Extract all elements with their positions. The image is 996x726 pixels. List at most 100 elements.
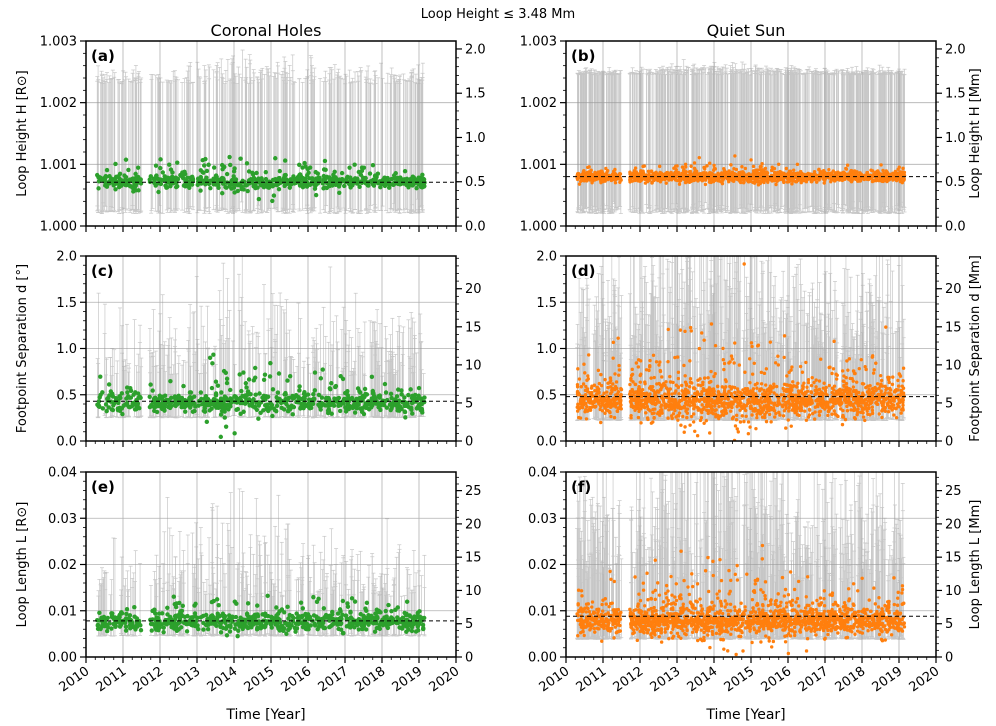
data-point [337, 190, 342, 196]
x-axis-label-right: Time [Year] [705, 707, 785, 723]
data-point [395, 177, 400, 182]
data-point [122, 173, 127, 178]
data-point [374, 180, 380, 185]
error-bars [95, 49, 425, 215]
data-point [277, 168, 283, 174]
y-right-tick-label: 0.5 [465, 175, 486, 190]
data-point [345, 174, 350, 180]
data-point [577, 182, 582, 186]
data-point [901, 166, 905, 171]
data-point [694, 169, 699, 174]
data-point [630, 179, 635, 183]
data-point [321, 179, 326, 184]
data-point [764, 170, 769, 174]
data-point [396, 181, 401, 187]
data-point [211, 165, 217, 170]
data-point [254, 170, 259, 176]
data-point [300, 182, 305, 188]
data-point [799, 180, 803, 185]
data-point [405, 180, 410, 185]
data-point [741, 181, 746, 185]
data-point [672, 166, 676, 170]
data-point [245, 188, 250, 194]
data-point [280, 177, 286, 183]
data-point [579, 179, 583, 183]
data-point [220, 162, 225, 168]
data-point [650, 181, 654, 185]
data-point [618, 172, 623, 176]
data-point [271, 182, 276, 188]
data-point [322, 158, 328, 164]
data-point [135, 176, 140, 181]
data-point [787, 179, 791, 183]
data-point [147, 177, 152, 182]
data-point [421, 177, 427, 182]
data-point [590, 181, 594, 185]
data-point [628, 170, 632, 174]
data-point [734, 167, 739, 172]
data-point [359, 165, 365, 170]
data-point [688, 171, 692, 175]
data-point [408, 177, 414, 182]
data-point [123, 180, 128, 185]
figure-suptitle: Loop Height ≤ 3.48 Mm [421, 7, 575, 22]
data-point [282, 158, 288, 163]
data-point [244, 183, 250, 188]
data-point [769, 168, 774, 173]
data-point [332, 169, 337, 174]
data-point [314, 176, 319, 181]
data-point [784, 166, 788, 171]
data-point [790, 182, 794, 186]
y-tick-label: 1.000 [40, 220, 77, 235]
data-point [352, 162, 357, 167]
data-point [646, 169, 651, 174]
data-point [897, 165, 901, 169]
error-bars [575, 59, 907, 215]
data-point [582, 169, 586, 173]
data-point [586, 177, 591, 181]
data-point [370, 181, 375, 187]
data-point [865, 170, 870, 175]
data-point [638, 179, 642, 183]
data-point [891, 172, 895, 176]
data-point [227, 154, 232, 160]
data-point [246, 169, 252, 174]
data-point [297, 162, 302, 168]
y-right-tick-label: 1.5 [465, 87, 486, 102]
data-point [221, 178, 226, 183]
data-point [198, 174, 204, 180]
data-point [740, 165, 744, 169]
data-point [822, 181, 826, 185]
data-point [287, 185, 293, 190]
data-point [391, 173, 397, 178]
data-point [283, 172, 288, 178]
data-point [265, 180, 271, 185]
data-point [681, 171, 686, 175]
data-point [307, 182, 313, 188]
data-point [113, 187, 118, 192]
data-point [154, 173, 159, 178]
data-point [156, 189, 161, 195]
panel-a: 1.000 1.001 1.002 1.003 0.0 0.5 1.0 1.5 2.0 (a) Lo… [15, 35, 486, 235]
data-point [96, 175, 102, 180]
data-point [208, 186, 213, 191]
data-point [301, 179, 306, 184]
y-tick-label: 1.003 [40, 35, 77, 50]
data-point [633, 166, 638, 170]
data-point [331, 182, 337, 187]
data-point [791, 179, 795, 183]
data-point [356, 180, 362, 185]
data-point [326, 181, 331, 187]
data-point [677, 182, 682, 186]
data-point [683, 162, 688, 166]
data-point [715, 178, 719, 182]
data-point [273, 156, 278, 161]
data-point [416, 175, 421, 180]
data-point [185, 175, 190, 181]
data-point [313, 192, 319, 198]
data-point [158, 165, 163, 171]
data-point [348, 182, 353, 188]
data-point [871, 178, 876, 183]
data-point [110, 180, 115, 185]
data-point [253, 181, 258, 187]
